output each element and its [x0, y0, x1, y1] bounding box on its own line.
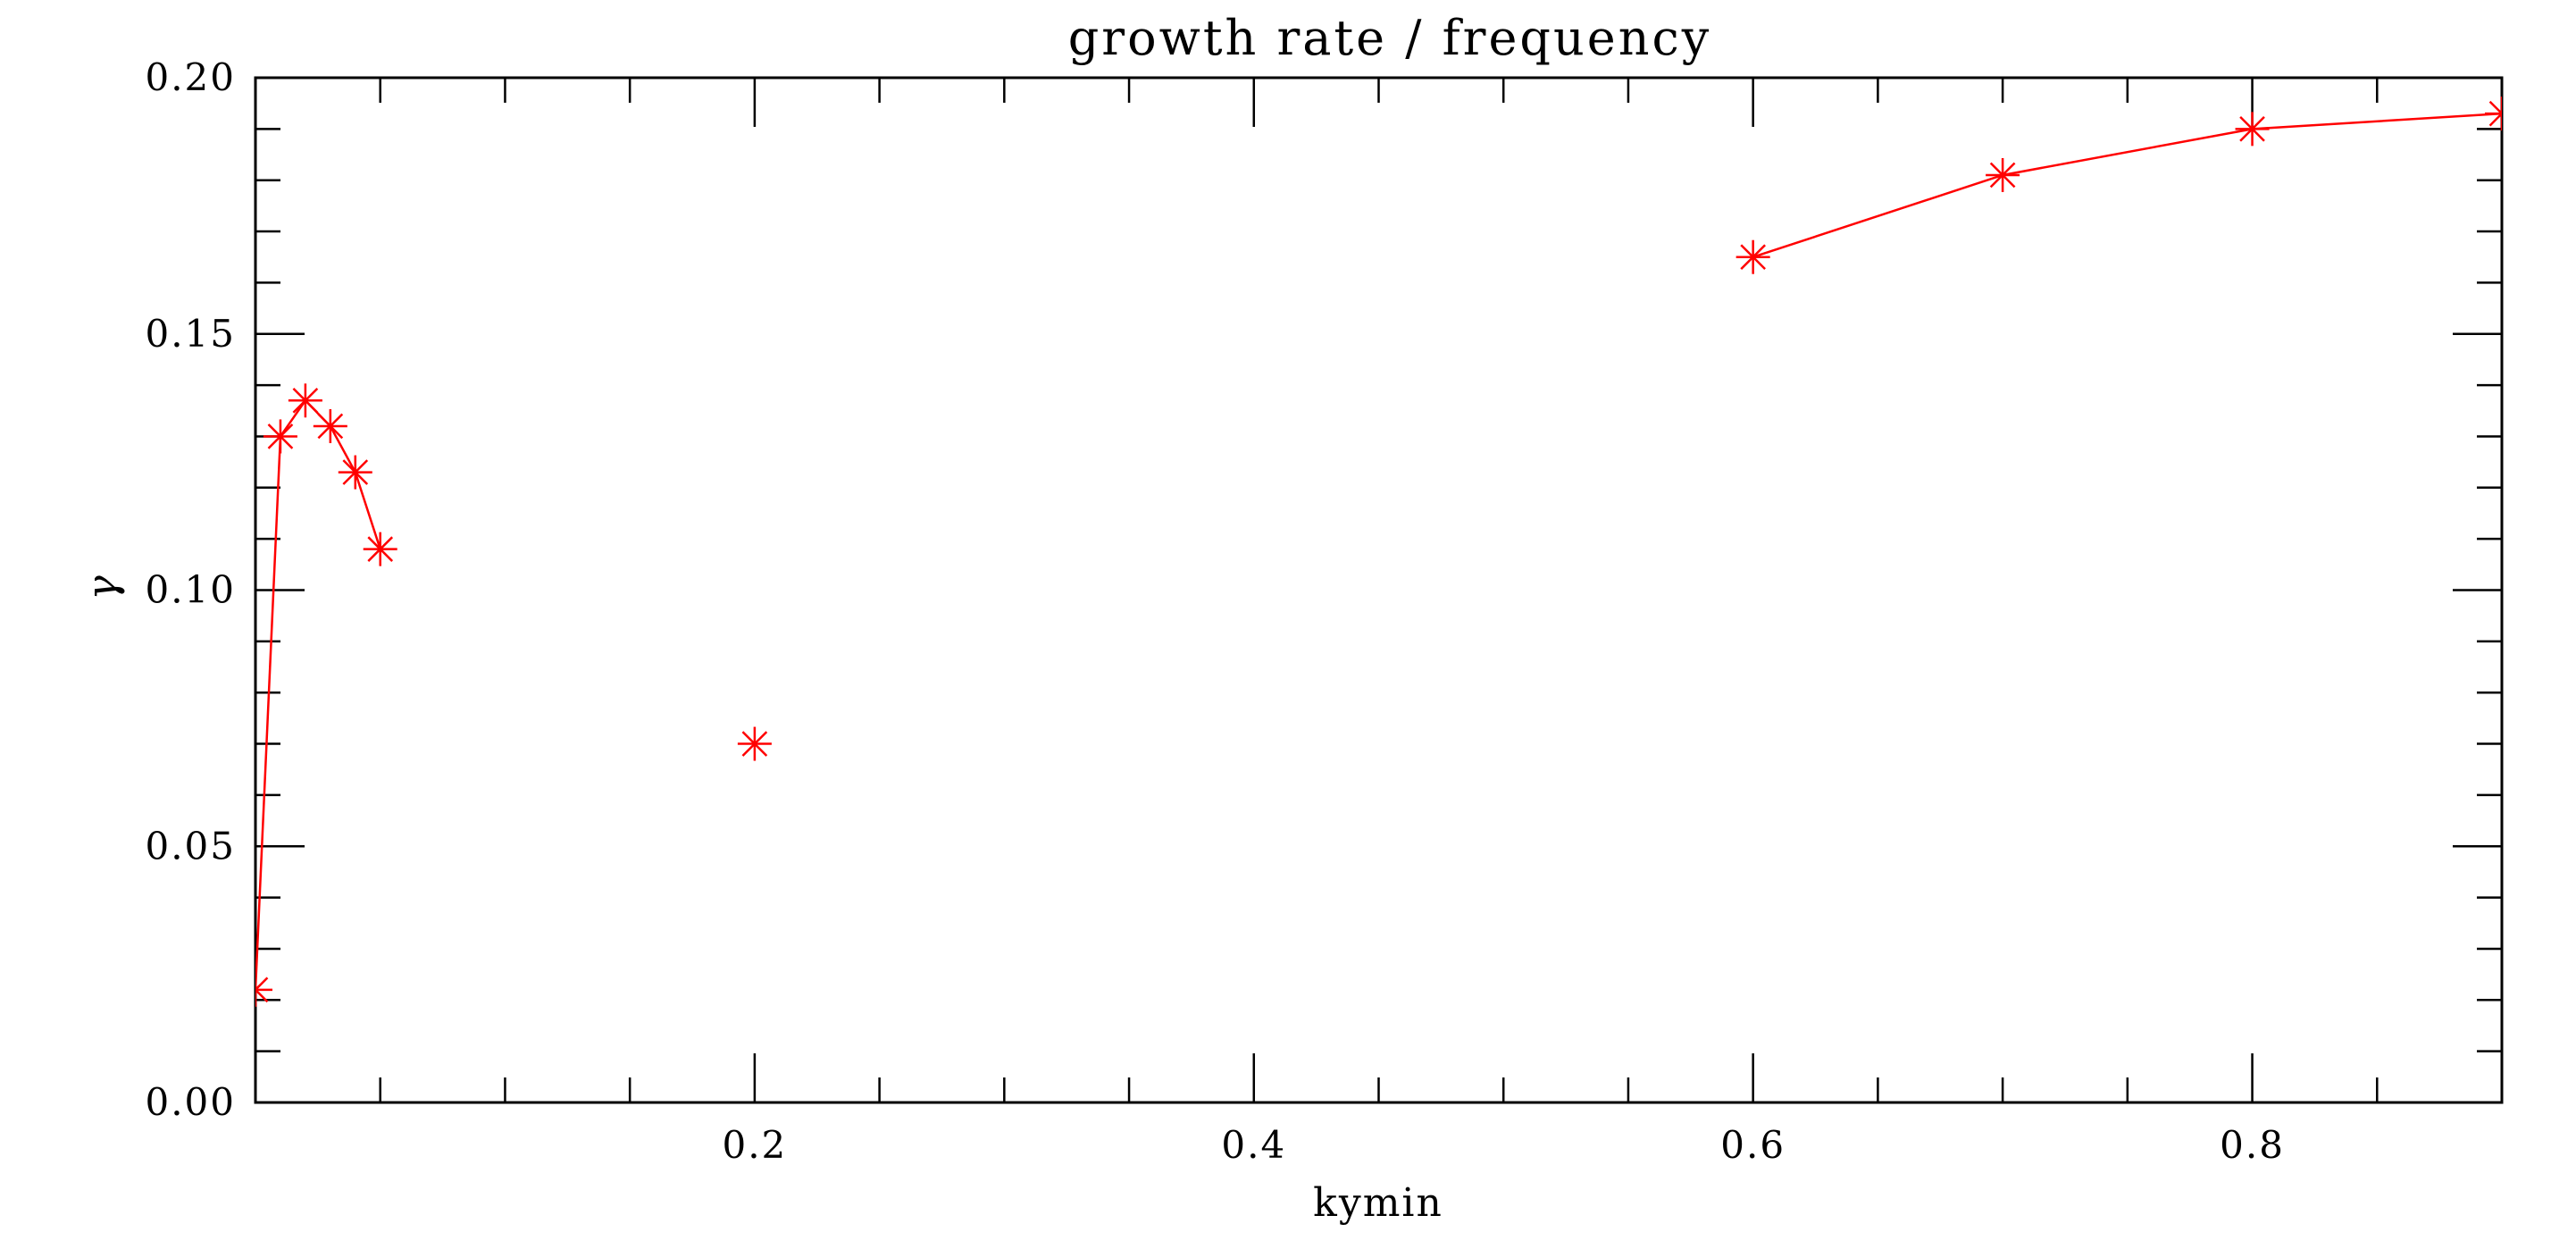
- x-tick-label: 0.6: [1720, 1123, 1786, 1167]
- data-point-marker: [2485, 96, 2502, 131]
- x-axis-label: kymin: [1313, 1180, 1443, 1226]
- data-point-marker: [1735, 239, 1770, 274]
- axes-layer: 0.2 0.4 0.6 0.8 0.00 0.05 0.10 0.15 0.20: [145, 55, 2504, 1167]
- y-tick-label: 0.00: [145, 1080, 236, 1124]
- marker-stroke: [741, 731, 768, 757]
- y-axis-label: γ: [78, 575, 126, 600]
- marker-stroke: [342, 459, 369, 485]
- chart-title: growth rate / frequency: [1068, 10, 1712, 66]
- x-tick-label: 0.2: [722, 1123, 787, 1167]
- y-tick-label: 0.10: [145, 568, 236, 612]
- data-point-marker: [255, 972, 272, 1007]
- y-tick-label: 0.05: [145, 824, 236, 868]
- marker-stroke: [292, 387, 319, 414]
- data-marks: [255, 96, 2502, 1007]
- data-point-marker: [2235, 112, 2270, 147]
- marker-stroke: [317, 413, 344, 440]
- marker-stroke: [367, 536, 394, 562]
- data-point-marker: [1986, 157, 2020, 192]
- marker-stroke: [267, 423, 294, 449]
- marker-stroke: [2239, 116, 2265, 142]
- marker-stroke: [2488, 112, 2502, 127]
- y-tick-label: 0.20: [145, 55, 236, 99]
- marker-stroke: [255, 977, 269, 992]
- data-point-marker: [363, 532, 397, 566]
- marker-stroke: [1989, 162, 2016, 189]
- marker-stroke: [2488, 100, 2502, 115]
- series-line: [255, 398, 381, 990]
- data-point-marker: [737, 726, 772, 761]
- x-tick-label: 0.4: [1221, 1123, 1286, 1167]
- series-layer: [255, 96, 2502, 1007]
- data-point-marker: [338, 455, 372, 490]
- x-tick-label: 0.8: [2220, 1123, 2285, 1167]
- series-line: [1752, 112, 2502, 258]
- data-point-marker: [263, 419, 297, 454]
- marker-stroke: [255, 988, 269, 1003]
- data-point-marker: [288, 383, 322, 418]
- data-point-marker: [313, 408, 347, 443]
- y-tick-label: 0.15: [145, 312, 236, 356]
- marker-stroke: [1740, 244, 1766, 271]
